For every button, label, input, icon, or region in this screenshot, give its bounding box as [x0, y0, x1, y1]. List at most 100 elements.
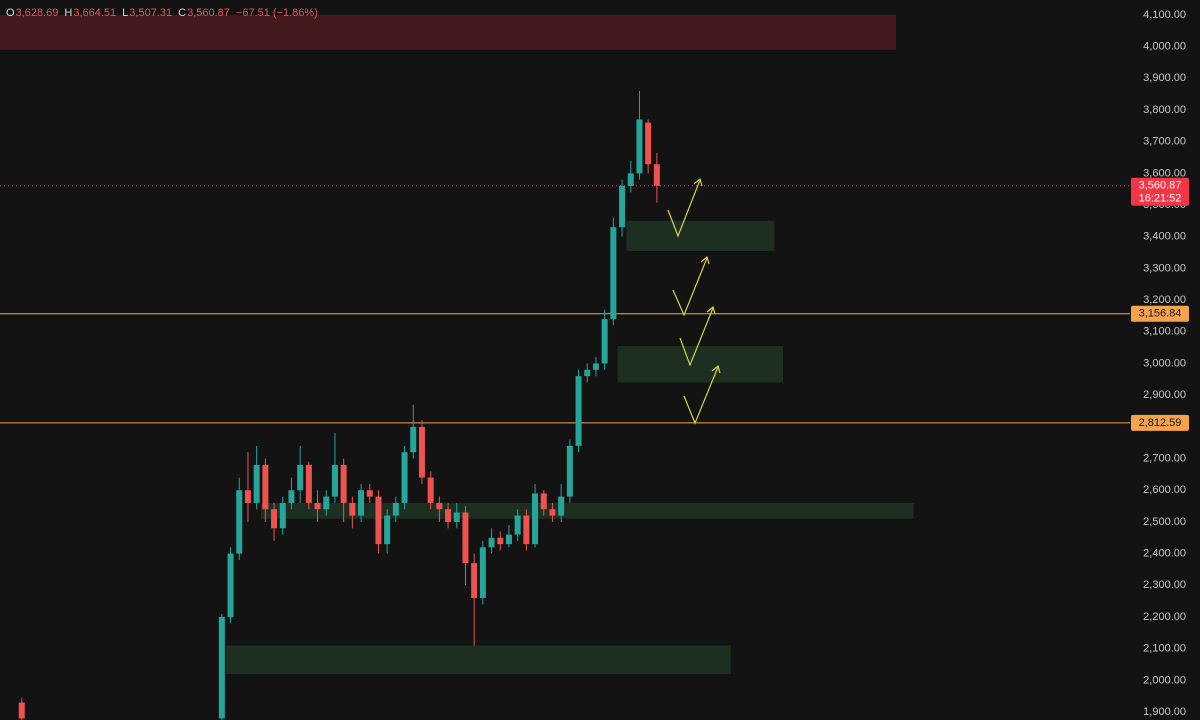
candle-body: [305, 464, 312, 503]
candle-body: [297, 464, 304, 491]
candle-body: [540, 493, 547, 510]
candle-body: [627, 173, 634, 187]
candle-body: [410, 426, 417, 453]
candle-body: [532, 493, 539, 545]
arrow-head: [700, 255, 710, 265]
y-tick-label: 2,600.00: [1143, 484, 1186, 496]
candle-body: [375, 496, 382, 545]
zone: [226, 645, 731, 675]
ohlc-header: O 3,628.69 H 3,664.51 L 3,507.31 C 3,560.87 −67.…: [6, 7, 318, 19]
price-line-label: 3,156.84: [1139, 308, 1182, 320]
candle-body: [601, 319, 608, 364]
candle-body: [645, 122, 652, 165]
price-lines: [0, 185, 1130, 424]
y-tick-label: 3,600.00: [1143, 167, 1186, 179]
y-tick-label: 2,200.00: [1143, 611, 1186, 623]
y-tick-label: 3,000.00: [1143, 357, 1186, 369]
arrow: [672, 257, 708, 317]
candle-body: [653, 164, 660, 186]
y-tick-label: 3,800.00: [1143, 104, 1186, 116]
price-line-badge: [1131, 414, 1189, 431]
candle-body: [227, 553, 234, 618]
candle-body: [549, 509, 556, 516]
candle-body: [271, 509, 278, 529]
candle-body: [471, 563, 478, 598]
candle-body: [453, 512, 460, 522]
y-tick-label: 3,300.00: [1143, 262, 1186, 274]
candle-body: [323, 496, 330, 510]
arrow: [683, 366, 719, 425]
candle-body: [566, 445, 573, 497]
candle-body: [236, 490, 243, 554]
candle-body: [479, 547, 486, 598]
arrow-head: [711, 364, 721, 374]
ohlc-value: 3,560.87: [187, 7, 230, 19]
ohlc-value: 3,628.69: [16, 7, 59, 19]
y-tick-label: 2,400.00: [1143, 548, 1186, 560]
candle-body: [358, 490, 365, 516]
y-tick-label: 3,700.00: [1143, 136, 1186, 148]
candle-body: [497, 537, 504, 545]
y-tick-label: 4,100.00: [1143, 9, 1186, 21]
ohlc-key: C: [178, 7, 186, 19]
zone: [617, 346, 783, 383]
ohlc-key: O: [6, 7, 15, 19]
price-line-badge: [1131, 305, 1189, 322]
arrow: [679, 307, 714, 367]
candle-body: [488, 537, 495, 548]
candle-body: [584, 369, 591, 377]
candle-body: [592, 363, 599, 370]
ohlc-key: L: [122, 7, 128, 19]
ohlc-key: H: [64, 7, 72, 19]
y-tick-label: 2,900.00: [1143, 389, 1186, 401]
last-price-badge: [1131, 177, 1189, 206]
y-tick-label: 3,900.00: [1143, 72, 1186, 84]
candle-body: [436, 502, 443, 510]
candle-body: [331, 464, 338, 497]
candle-body: [244, 490, 251, 503]
candle-body: [462, 512, 469, 564]
ohlc-value: 3,507.31: [129, 7, 172, 19]
y-tick-label: 3,200.00: [1143, 294, 1186, 306]
candle-body: [314, 502, 321, 510]
zone: [0, 14, 897, 50]
y-tick-label: 3,400.00: [1143, 231, 1186, 243]
zones: [0, 14, 914, 675]
last-price-label: 3,560.87: [1139, 180, 1182, 192]
annotation-arrows: [667, 177, 721, 425]
candle-body: [218, 617, 225, 719]
candle-body: [610, 227, 617, 320]
candle-body: [253, 464, 260, 503]
ohlc-change: −67.51 (−1.86%): [236, 7, 318, 19]
price-line-label: 2,812.59: [1139, 417, 1182, 429]
candle-body: [445, 509, 452, 522]
candle-body: [575, 376, 582, 446]
candle-body: [340, 464, 347, 503]
candle-body: [384, 515, 391, 545]
candle-body: [514, 515, 521, 535]
arrow: [667, 179, 701, 238]
y-tick-label: 2,100.00: [1143, 643, 1186, 655]
ohlc-value: 3,664.51: [73, 7, 116, 19]
y-tick-label: 2,500.00: [1143, 516, 1186, 528]
zone: [261, 502, 914, 519]
candle-body: [619, 186, 626, 228]
candle-body: [366, 490, 373, 497]
price-axis: 1,900.00 2,000.00 2,100.00 2,200.00 2,300.00…: [1131, 9, 1189, 718]
arrow-head: [693, 177, 703, 187]
arrow-head: [706, 305, 716, 315]
candle-body: [636, 119, 643, 174]
candle-body: [18, 702, 25, 719]
y-tick-label: 4,000.00: [1143, 40, 1186, 52]
candle-body: [505, 534, 512, 545]
y-tick-label: 3,100.00: [1143, 326, 1186, 338]
candle-body: [401, 452, 408, 503]
zone: [626, 220, 775, 251]
candle-body: [523, 515, 530, 545]
y-tick-label: 2,300.00: [1143, 579, 1186, 591]
candle-body: [427, 477, 434, 503]
countdown-label: 16:21:52: [1139, 193, 1182, 205]
